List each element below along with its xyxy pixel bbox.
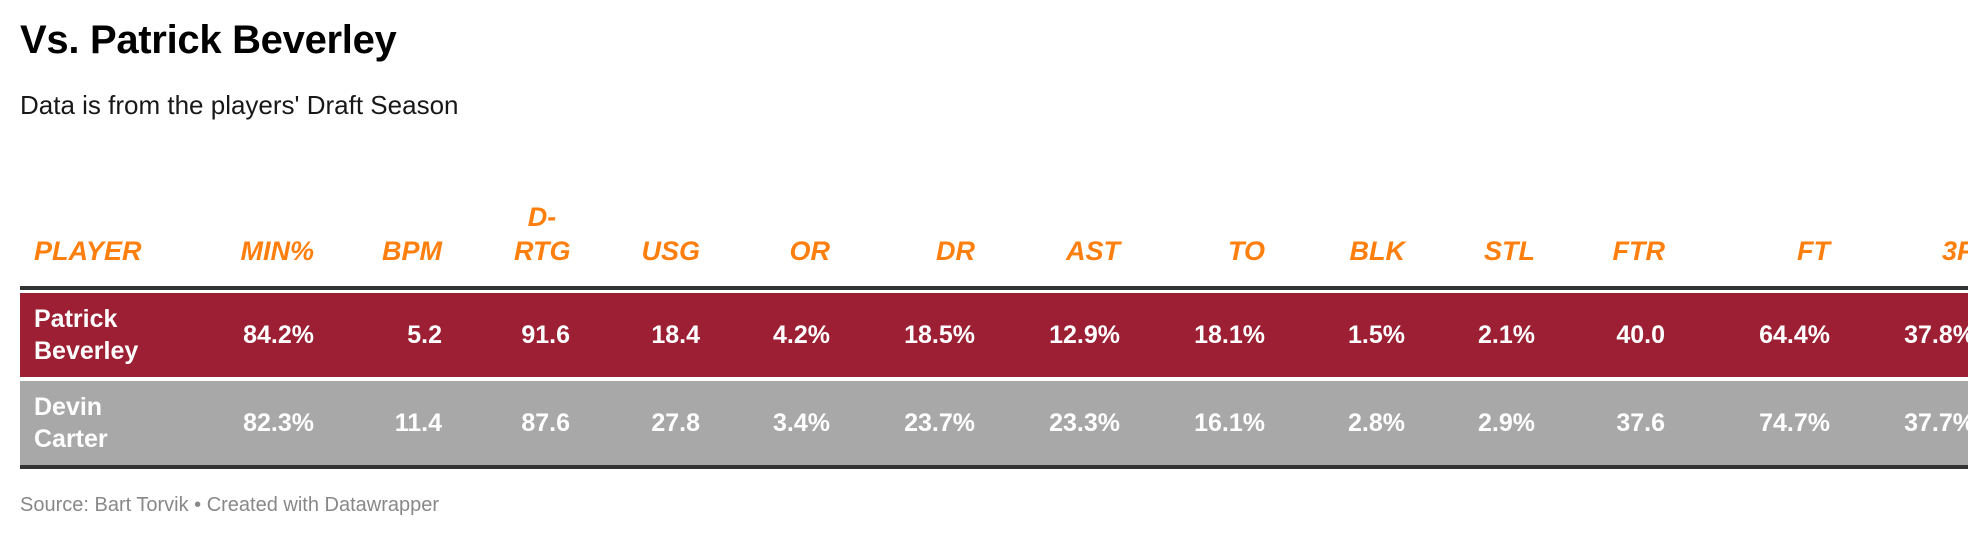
- column-header-usg[interactable]: USG: [584, 180, 714, 290]
- cell-player-name: Devin Carter: [20, 377, 195, 469]
- stats-table: PLAYER MIN% BPM D-RTG USG OR DR AST TO B…: [20, 180, 1968, 469]
- column-header-stl[interactable]: STL: [1419, 180, 1549, 290]
- cell-ft: 64.4%: [1679, 290, 1844, 377]
- column-header-to[interactable]: TO: [1134, 180, 1279, 290]
- column-header-d-rtg-label: D-RTG: [514, 202, 571, 266]
- column-header-dr[interactable]: DR: [844, 180, 989, 290]
- column-header-blk[interactable]: BLK: [1279, 180, 1419, 290]
- cell-dr: 18.5%: [844, 290, 989, 377]
- chart-title: Vs. Patrick Beverley: [20, 18, 397, 62]
- cell-min-pct: 84.2%: [195, 290, 328, 377]
- cell-bpm: 11.4: [328, 377, 456, 469]
- cell-bpm: 5.2: [328, 290, 456, 377]
- cell-blk: 1.5%: [1279, 290, 1419, 377]
- cell-or: 4.2%: [714, 290, 844, 377]
- source-note: Source: Bart Torvik • Created with Dataw…: [20, 494, 440, 516]
- table-row-devin-carter: Devin Carter 82.3% 11.4 87.6 27.8 3.4% 2…: [20, 377, 1968, 469]
- column-header-player[interactable]: PLAYER: [20, 180, 195, 290]
- column-header-min-pct[interactable]: MIN%: [195, 180, 328, 290]
- cell-3p: 37.8%: [1844, 290, 1968, 377]
- chart-subtitle: Data is from the players' Draft Season: [20, 90, 459, 120]
- column-header-or[interactable]: OR: [714, 180, 844, 290]
- cell-stl: 2.9%: [1419, 377, 1549, 469]
- table-row-patrick-beverley: Patrick Beverley 84.2% 5.2 91.6 18.4 4.2…: [20, 290, 1968, 377]
- cell-ast: 12.9%: [989, 290, 1134, 377]
- column-header-3p[interactable]: 3P: [1844, 180, 1968, 290]
- column-header-d-rtg[interactable]: D-RTG: [456, 180, 584, 290]
- cell-ft: 74.7%: [1679, 377, 1844, 469]
- cell-player-name: Patrick Beverley: [20, 290, 195, 377]
- cell-min-pct: 82.3%: [195, 377, 328, 469]
- cell-d-rtg: 87.6: [456, 377, 584, 469]
- cell-blk: 2.8%: [1279, 377, 1419, 469]
- cell-or: 3.4%: [714, 377, 844, 469]
- cell-dr: 23.7%: [844, 377, 989, 469]
- cell-ftr: 40.0: [1549, 290, 1679, 377]
- cell-to: 18.1%: [1134, 290, 1279, 377]
- column-header-ft[interactable]: FT: [1679, 180, 1844, 290]
- column-header-ast[interactable]: AST: [989, 180, 1134, 290]
- cell-ast: 23.3%: [989, 377, 1134, 469]
- column-header-bpm[interactable]: BPM: [328, 180, 456, 290]
- cell-usg: 18.4: [584, 290, 714, 377]
- cell-to: 16.1%: [1134, 377, 1279, 469]
- cell-usg: 27.8: [584, 377, 714, 469]
- table-header-row: PLAYER MIN% BPM D-RTG USG OR DR AST TO B…: [20, 180, 1968, 290]
- cell-ftr: 37.6: [1549, 377, 1679, 469]
- cell-3p: 37.7%: [1844, 377, 1968, 469]
- cell-stl: 2.1%: [1419, 290, 1549, 377]
- cell-d-rtg: 91.6: [456, 290, 584, 377]
- column-header-ftr[interactable]: FTR: [1549, 180, 1679, 290]
